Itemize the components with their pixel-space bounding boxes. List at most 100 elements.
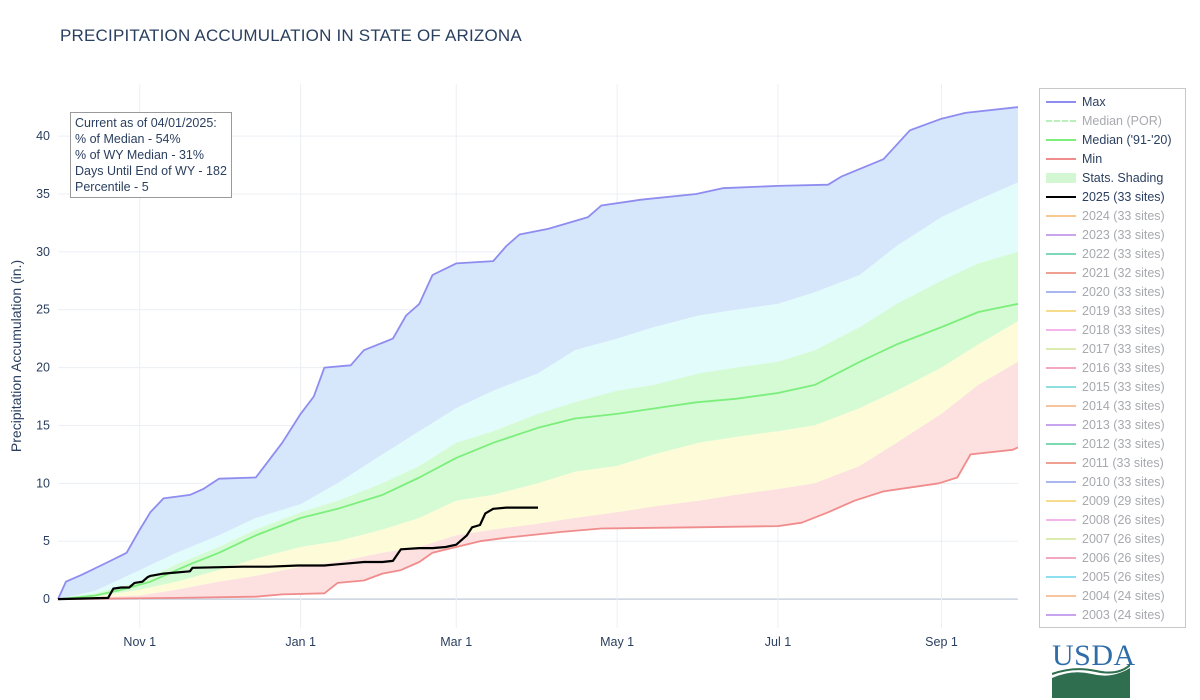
legend-label: Max: [1082, 94, 1106, 109]
legend-swatch-icon: [1046, 438, 1076, 450]
line-layer: [57, 106, 1019, 601]
legend-item[interactable]: 2024 (33 sites): [1040, 206, 1185, 225]
legend-label: 2009 (29 sites): [1082, 493, 1165, 508]
legend-item[interactable]: 2008 (26 sites): [1040, 510, 1185, 529]
legend-swatch-icon: [1046, 571, 1076, 583]
y-tick-label: 10: [36, 476, 50, 490]
legend-label: 2019 (33 sites): [1082, 303, 1165, 318]
x-tick-label: May 1: [600, 635, 634, 649]
x-tick-label: Nov 1: [123, 635, 156, 649]
y-tick-label: 5: [43, 534, 50, 548]
min-line: [57, 446, 1019, 600]
legend-item[interactable]: 2010 (33 sites): [1040, 472, 1185, 491]
max-p90-band: [58, 107, 1018, 600]
axis-layer: 0 5 10 15 20 25 30 35 40 Nov 1 Jan 1 Mar 1 May 1 Jul …: [8, 129, 958, 649]
legend-swatch-icon: [1046, 476, 1076, 488]
legend-swatch-icon: [1046, 343, 1076, 355]
max-line: [57, 106, 1019, 600]
x-tick-label: Jan 1: [285, 635, 316, 649]
legend-item[interactable]: 2020 (33 sites): [1040, 282, 1185, 301]
legend-item[interactable]: 2015 (33 sites): [1040, 377, 1185, 396]
y-tick-label: 40: [36, 129, 50, 143]
legend-item[interactable]: 2025 (33 sites): [1040, 187, 1185, 206]
legend-item[interactable]: Min: [1040, 149, 1185, 168]
legend-label: 2016 (33 sites): [1082, 360, 1165, 375]
legend-swatch-icon: [1046, 267, 1076, 279]
legend-label: 2005 (26 sites): [1082, 569, 1165, 584]
legend-swatch-icon: [1046, 590, 1076, 602]
legend-item[interactable]: 2021 (32 sites): [1040, 263, 1185, 282]
legend-swatch-icon: [1046, 609, 1076, 621]
y-tick-label: 25: [36, 303, 50, 317]
legend-item[interactable]: Max: [1040, 92, 1185, 111]
legend-item[interactable]: 2022 (33 sites): [1040, 244, 1185, 263]
legend-item[interactable]: 2019 (33 sites): [1040, 301, 1185, 320]
legend-item[interactable]: 2013 (33 sites): [1040, 415, 1185, 434]
legend-item[interactable]: Median (POR): [1040, 111, 1185, 130]
y-tick-label: 35: [36, 187, 50, 201]
legend-item[interactable]: 2005 (26 sites): [1040, 567, 1185, 586]
legend-label: 2024 (33 sites): [1082, 208, 1165, 223]
legend-swatch-icon: [1046, 210, 1076, 222]
y-tick-label: 0: [43, 592, 50, 606]
legend-swatch-icon: [1046, 115, 1076, 127]
legend-item[interactable]: 2006 (26 sites): [1040, 548, 1185, 567]
legend-swatch-icon: [1046, 362, 1076, 374]
legend-label: 2023 (33 sites): [1082, 227, 1165, 242]
legend-label: Median ('91-'20): [1082, 132, 1172, 147]
p90-p70-band: [58, 182, 1018, 600]
legend-item[interactable]: 2016 (33 sites): [1040, 358, 1185, 377]
y-axis-label: Precipitation Accumulation (in.): [8, 260, 24, 452]
legend-item[interactable]: 2011 (33 sites): [1040, 453, 1185, 472]
chart-plot[interactable]: 0 5 10 15 20 25 30 35 40 Nov 1 Jan 1 Mar 1 May 1 Jul …: [0, 0, 1030, 700]
legend-swatch-icon: [1046, 286, 1076, 298]
legend-swatch-icon: [1046, 514, 1076, 526]
info-box: Current as of 04/01/2025: % of Median - …: [70, 112, 232, 198]
y-tick-label: 30: [36, 245, 50, 259]
usda-logo-text: USDA: [1052, 639, 1136, 672]
legend-swatch-icon: [1046, 552, 1076, 564]
legend-label: 2017 (33 sites): [1082, 341, 1165, 356]
legend-swatch-icon: [1046, 229, 1076, 241]
y-tick-label: 15: [36, 418, 50, 432]
legend-label: 2003 (24 sites): [1082, 607, 1165, 622]
legend-label: 2018 (33 sites): [1082, 322, 1165, 337]
legend-label: 2010 (33 sites): [1082, 474, 1165, 489]
legend-swatch-icon: [1046, 96, 1076, 108]
legend-item[interactable]: 2023 (33 sites): [1040, 225, 1185, 244]
legend-label: 2013 (33 sites): [1082, 417, 1165, 432]
median-91-20-line: [57, 303, 1019, 600]
2025-33-sites-line: [57, 506, 538, 601]
legend-swatch-icon: [1046, 381, 1076, 393]
legend-label: 2014 (33 sites): [1082, 398, 1165, 413]
legend-swatch-icon: [1046, 457, 1076, 469]
p30-p10-band: [58, 321, 1018, 600]
legend-item[interactable]: 2018 (33 sites): [1040, 320, 1185, 339]
p10-min-band: [58, 361, 1018, 600]
legend-label: 2006 (26 sites): [1082, 550, 1165, 565]
legend-item[interactable]: 2007 (26 sites): [1040, 529, 1185, 548]
legend-label: 2021 (32 sites): [1082, 265, 1165, 280]
legend-item[interactable]: 2014 (33 sites): [1040, 396, 1185, 415]
legend-item[interactable]: 2012 (33 sites): [1040, 434, 1185, 453]
legend-item[interactable]: Median ('91-'20): [1040, 130, 1185, 149]
legend-item[interactable]: Stats. Shading: [1040, 168, 1185, 187]
x-tick-label: Mar 1: [440, 635, 472, 649]
legend-item[interactable]: 2003 (24 sites): [1040, 605, 1185, 624]
legend-label: Median (POR): [1082, 113, 1162, 128]
usda-logo-hills-icon: [1052, 664, 1130, 698]
legend-label: 2025 (33 sites): [1082, 189, 1165, 204]
legend-swatch-icon: [1046, 248, 1076, 260]
legend-item[interactable]: 2004 (24 sites): [1040, 586, 1185, 605]
x-tick-label: Sep 1: [925, 635, 958, 649]
band-layer: [58, 107, 1018, 600]
legend-swatch-icon: [1046, 305, 1076, 317]
info-line-percentile: Percentile - 5: [75, 180, 149, 194]
legend-item[interactable]: 2017 (33 sites): [1040, 339, 1185, 358]
usda-logo: USDA: [1052, 639, 1136, 698]
legend-item[interactable]: 2009 (29 sites): [1040, 491, 1185, 510]
legend-label: Min: [1082, 151, 1103, 166]
legend-label: 2008 (26 sites): [1082, 512, 1165, 527]
legend-label: 2022 (33 sites): [1082, 246, 1165, 261]
legend-swatch-icon: [1046, 172, 1076, 184]
